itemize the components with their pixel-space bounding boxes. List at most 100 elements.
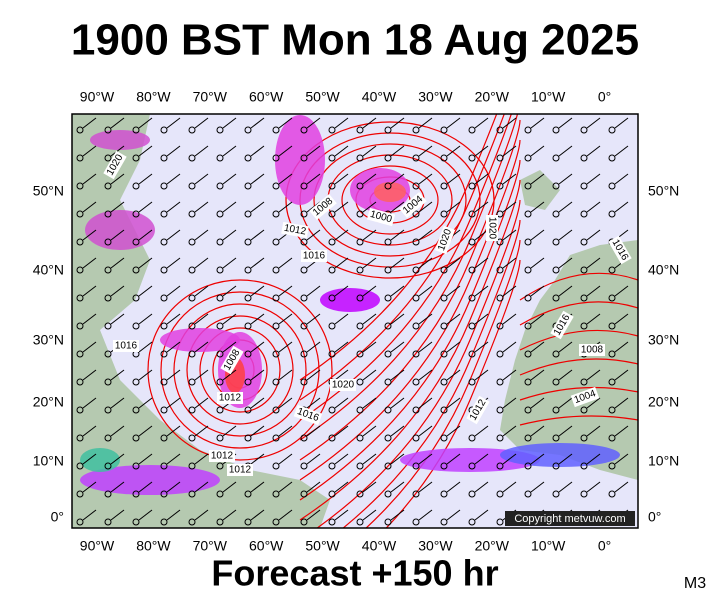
station bbox=[384, 350, 392, 358]
station bbox=[272, 518, 280, 526]
station bbox=[328, 490, 336, 498]
wind-barb bbox=[250, 117, 265, 129]
wind-barb bbox=[474, 117, 489, 129]
station bbox=[552, 350, 560, 358]
station bbox=[384, 266, 392, 274]
isobar-label: 1020 bbox=[332, 380, 355, 391]
isobar bbox=[519, 386, 638, 401]
station bbox=[160, 322, 168, 330]
lon-label-bottom: 20°W bbox=[475, 538, 510, 554]
wind-barb bbox=[362, 369, 377, 381]
wind-barb bbox=[614, 341, 629, 353]
wind-barb bbox=[194, 145, 209, 157]
isobar-label-bg bbox=[281, 221, 309, 239]
wind-barb bbox=[166, 285, 181, 297]
wind-barb bbox=[82, 285, 97, 297]
wind-barb bbox=[390, 481, 405, 493]
station bbox=[412, 490, 420, 498]
station bbox=[300, 182, 308, 190]
station bbox=[244, 434, 252, 442]
station bbox=[328, 266, 336, 274]
station bbox=[132, 322, 140, 330]
station bbox=[580, 126, 588, 134]
wind-barb bbox=[502, 453, 517, 465]
wind-barb bbox=[334, 117, 349, 129]
lat-label-right: 50°N bbox=[648, 183, 679, 199]
station bbox=[132, 210, 140, 218]
station bbox=[608, 378, 616, 386]
wind-barb bbox=[278, 453, 293, 465]
wind-barb bbox=[166, 145, 181, 157]
wind-barb bbox=[334, 397, 349, 409]
wind-barb bbox=[110, 117, 125, 129]
wind-barb bbox=[110, 201, 125, 213]
isobar-label-bg bbox=[217, 392, 243, 404]
station bbox=[76, 182, 84, 190]
isobar-label: 1012 bbox=[229, 465, 252, 476]
isobar-label-bg bbox=[227, 464, 253, 476]
station bbox=[580, 322, 588, 330]
wind-barb bbox=[194, 341, 209, 353]
lat-label-left: 40°N bbox=[33, 262, 64, 278]
wind-barb bbox=[530, 257, 545, 269]
lon-label-bottom: 10°W bbox=[531, 538, 566, 554]
wind-barb bbox=[586, 117, 601, 129]
isobar bbox=[173, 303, 307, 437]
lon-label-top: 60°W bbox=[249, 89, 284, 105]
lon-label-top: 50°W bbox=[305, 89, 340, 105]
station bbox=[104, 378, 112, 386]
wind-barb bbox=[362, 453, 377, 465]
isobar bbox=[519, 301, 638, 326]
isobar-label-bg bbox=[579, 344, 605, 356]
station bbox=[188, 182, 196, 190]
title: 1900 BST Mon 18 Aug 2025 bbox=[71, 16, 639, 65]
lon-label-top: 80°W bbox=[136, 89, 171, 105]
wind-barb bbox=[474, 229, 489, 241]
station bbox=[468, 238, 476, 246]
station bbox=[524, 126, 532, 134]
wind-barb bbox=[166, 509, 181, 521]
wind-barb bbox=[390, 257, 405, 269]
wind-barb bbox=[306, 341, 321, 353]
wind-barb bbox=[334, 257, 349, 269]
station bbox=[384, 154, 392, 162]
isobar-label-bg bbox=[309, 194, 337, 220]
station bbox=[104, 406, 112, 414]
wind-barb bbox=[250, 313, 265, 325]
wind-barb bbox=[586, 201, 601, 213]
wind-barb bbox=[530, 173, 545, 185]
station bbox=[272, 210, 280, 218]
wind-barb bbox=[418, 201, 433, 213]
station bbox=[104, 434, 112, 442]
isobar-label-bg bbox=[366, 207, 396, 227]
station bbox=[608, 434, 616, 442]
station bbox=[356, 294, 364, 302]
wind-barb bbox=[278, 481, 293, 493]
wind-barb bbox=[278, 397, 293, 409]
station bbox=[76, 406, 84, 414]
wind-barb bbox=[502, 313, 517, 325]
station bbox=[244, 182, 252, 190]
wind-barb bbox=[474, 369, 489, 381]
wind-barb bbox=[110, 173, 125, 185]
lat-label-right: 0° bbox=[648, 509, 661, 525]
isobar-label-bg bbox=[293, 404, 323, 426]
station bbox=[440, 294, 448, 302]
station bbox=[216, 154, 224, 162]
station bbox=[76, 434, 84, 442]
station bbox=[132, 154, 140, 162]
station bbox=[104, 518, 112, 526]
station bbox=[160, 154, 168, 162]
station bbox=[188, 154, 196, 162]
wind-barb bbox=[278, 257, 293, 269]
station bbox=[76, 266, 84, 274]
lat-label-right: 40°N bbox=[648, 262, 679, 278]
wind-barb bbox=[614, 313, 629, 325]
station bbox=[496, 210, 504, 218]
station bbox=[132, 462, 140, 470]
wind-barb bbox=[222, 509, 237, 521]
wind-barb bbox=[138, 201, 153, 213]
lat-label-left: 50°N bbox=[33, 183, 64, 199]
